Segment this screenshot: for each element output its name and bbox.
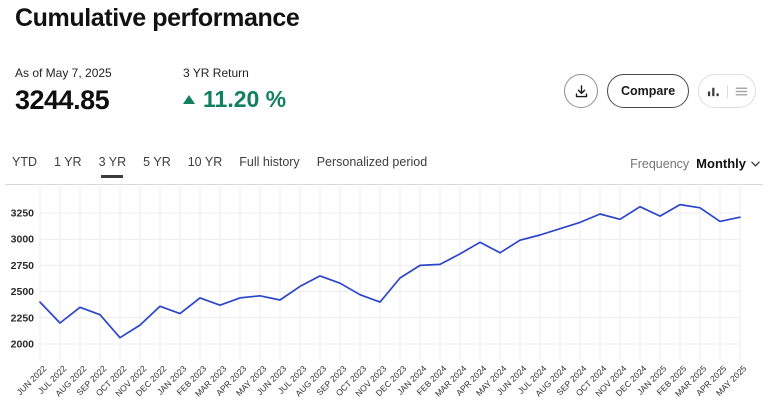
- performance-line: [39, 203, 741, 339]
- tab-10yr[interactable]: 10 YR: [187, 155, 223, 169]
- tab-1yr[interactable]: 1 YR: [54, 155, 82, 169]
- tab-3yr[interactable]: 3 YR: [97, 153, 129, 180]
- tab-5yr[interactable]: 5 YR: [143, 155, 171, 169]
- page-title: Cumulative performance: [15, 4, 300, 32]
- current-value: 3244.85: [15, 85, 110, 115]
- frequency-control: Frequency Monthly: [630, 156, 760, 171]
- period-tabs: YTD 1 YR 3 YR 5 YR 10 YR Full history Pe…: [10, 153, 429, 180]
- frequency-dropdown[interactable]: Monthly: [696, 156, 760, 171]
- y-axis-label: 2250: [11, 312, 35, 324]
- y-axis-label: 3250: [11, 208, 35, 220]
- view-toggle[interactable]: [698, 74, 756, 108]
- list-icon[interactable]: [735, 85, 748, 98]
- frequency-label: Frequency: [630, 156, 690, 171]
- tab-ytd[interactable]: YTD: [12, 155, 37, 169]
- tab-full-history[interactable]: Full history: [239, 155, 300, 169]
- section-divider: [5, 184, 763, 185]
- return-block: 3 YR Return 11.20 %: [183, 66, 286, 113]
- as-of-date: As of May 7, 2025: [15, 66, 112, 80]
- download-icon: [574, 84, 589, 99]
- y-axis-label: 3000: [11, 234, 35, 246]
- frequency-value: Monthly: [696, 156, 746, 171]
- bar-chart-icon[interactable]: [707, 85, 720, 98]
- y-axis-label: 2750: [11, 260, 35, 272]
- y-axis-label: 2000: [11, 339, 35, 351]
- return-value-row: 11.20 %: [183, 86, 286, 113]
- compare-button-label: Compare: [621, 84, 676, 98]
- up-arrow-icon: [183, 95, 195, 104]
- chevron-down-icon: [751, 161, 760, 167]
- current-value-block: As of May 7, 2025 3244.85: [15, 66, 112, 116]
- tab-personalized-period[interactable]: Personalized period: [316, 155, 428, 169]
- return-value: 11.20 %: [203, 86, 287, 112]
- download-button[interactable]: [564, 74, 598, 108]
- y-axis-label: 2500: [11, 286, 35, 298]
- return-label: 3 YR Return: [183, 66, 249, 80]
- chart-area: JUN 2022 JUL 2022 AUG 2022 SEP 2022 OCT 2022…: [0, 185, 768, 413]
- compare-button[interactable]: Compare: [607, 74, 690, 108]
- view-toggle-divider: [726, 84, 728, 98]
